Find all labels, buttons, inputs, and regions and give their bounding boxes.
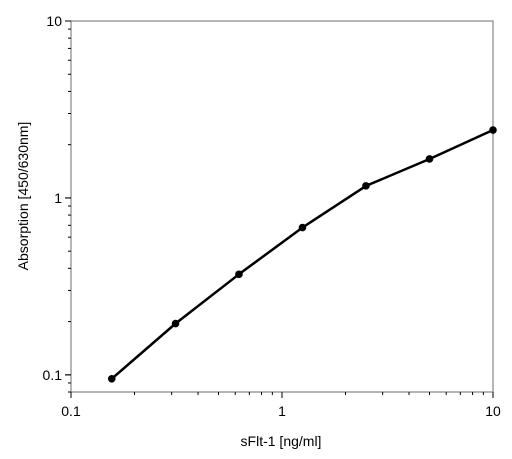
plot-frame (70, 20, 494, 393)
series-layer (107, 126, 497, 383)
x-axis-title: sFlt-1 [ng/ml] (241, 433, 322, 449)
data-point (489, 126, 497, 134)
plot-area (70, 20, 494, 393)
y-axis-title: Absorption [450/630nm] (15, 122, 31, 271)
data-point (235, 270, 243, 279)
data-point (298, 223, 307, 232)
x-tick-label: 10 (485, 403, 501, 419)
y-tick-label: 1 (54, 190, 62, 206)
y-tick-label: 10 (46, 13, 62, 29)
x-axis-ticks: 0.1 1 10 (61, 392, 501, 419)
data-point (362, 182, 370, 190)
y-tick-label: 0.1 (43, 367, 63, 383)
series-line (110, 128, 494, 380)
x-tick-label: 1 (278, 403, 286, 419)
y-axis-ticks: 0.1 1 10 (43, 13, 71, 393)
data-point (107, 374, 116, 383)
x-tick-label: 0.1 (61, 403, 81, 419)
data-point (425, 155, 434, 163)
data-point (171, 319, 180, 328)
